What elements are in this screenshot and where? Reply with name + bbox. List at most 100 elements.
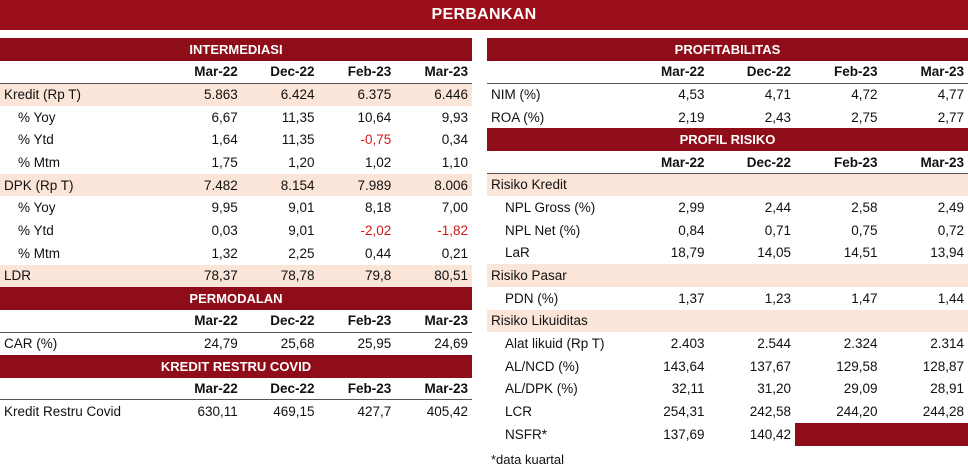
table-row: % Yoy 6,67 11,35 10,64 9,93: [0, 106, 472, 129]
cell-value: 1,47: [851, 290, 878, 306]
cell-value: 31,20: [757, 381, 791, 397]
unavailable-block: [795, 422, 968, 446]
row-label: % Mtm: [18, 154, 60, 170]
cell-value: 0,03: [211, 222, 238, 238]
row-label: NSFR*: [505, 426, 548, 442]
cell-value: 2.324: [843, 336, 878, 352]
cell-value: 6,67: [211, 109, 238, 125]
cell-value: 80,51: [395, 264, 472, 288]
cell-value: 0,21: [441, 245, 468, 261]
cell-value: 1,75: [211, 154, 238, 170]
period-header: Mar-23: [395, 377, 472, 401]
cell-value: 9,95: [211, 200, 238, 216]
cell-value: 14,51: [843, 245, 878, 261]
cell-value: 137,69: [663, 426, 705, 442]
table-row: ROA (%) 2,19 2,43 2,75 2,77: [487, 106, 968, 129]
cell-value: 5.863: [165, 83, 242, 106]
cell-value: 244,20: [836, 404, 878, 420]
row-label: AL/NCD (%): [505, 358, 580, 374]
cell-value: 405,42: [426, 403, 468, 419]
cell-value: 129,58: [836, 358, 878, 374]
table-row: AL/DPK (%) 32,11 31,20 29,09 28,91: [487, 378, 968, 401]
cell-value: 2.314: [930, 336, 964, 352]
period-header: Mar-22: [165, 310, 242, 333]
period-header: Mar-23: [881, 151, 968, 174]
row-label: % Yoy: [18, 109, 56, 125]
cell-value: 7.989: [318, 173, 396, 197]
kredit-restru-table: Mar-22 Dec-22 Feb-23 Mar-23 Kredit Restr…: [0, 377, 472, 423]
cell-value: 79,8: [318, 264, 396, 288]
cell-value: 2,44: [764, 199, 791, 215]
cell-value: 2,99: [678, 199, 705, 215]
cell-value: 242,58: [749, 404, 791, 420]
cell-value-negative: -1,82: [437, 222, 468, 238]
profil-risiko-header: PROFIL RISIKO: [487, 128, 968, 152]
table-row: AL/NCD (%) 143,64 137,67 129,58 128,87: [487, 355, 968, 378]
group-row: Risiko Kredit: [487, 173, 968, 197]
period-header: Mar-22: [165, 61, 242, 84]
cell-value: 6.446: [395, 83, 472, 106]
table-row: % Mtm 1,75 1,20 1,02 1,10: [0, 151, 472, 174]
cell-value: 8.006: [395, 173, 472, 197]
cell-value-negative: -0,75: [360, 132, 392, 148]
cell-value: 1,64: [211, 132, 238, 148]
cell-value: 9,01: [288, 200, 315, 216]
cell-value: 4,72: [851, 87, 878, 103]
cell-value: 32,11: [671, 381, 705, 397]
cell-value: 6.424: [241, 83, 319, 106]
cell-value: 18,79: [670, 245, 705, 261]
footnote: *data kuartal: [491, 452, 564, 467]
row-label: % Ytd: [18, 222, 54, 238]
cell-value: 469,15: [273, 403, 315, 419]
cell-value: 254,31: [663, 404, 705, 420]
table-row: NSFR* 137,69 140,42: [487, 422, 968, 446]
period-header: Dec-22: [241, 310, 319, 333]
row-label: Kredit Restru Covid: [4, 403, 122, 419]
cell-value: 1,23: [764, 290, 791, 306]
group-label: Risiko Pasar: [487, 264, 968, 287]
period-header: Mar-22: [622, 151, 709, 174]
cell-value: 1,44: [937, 290, 964, 306]
cell-value: 7,00: [441, 200, 468, 216]
row-label: NPL Gross (%): [505, 199, 596, 215]
period-header: Dec-22: [708, 61, 795, 84]
cell-value: 0,71: [764, 222, 791, 238]
left-panel: INTERMEDIASI Mar-22 Dec-22 Feb-23 Mar-23…: [0, 38, 472, 423]
page-title: PERBANKAN: [0, 0, 968, 30]
cell-value: 0,34: [441, 132, 468, 148]
cell-value: 2,25: [288, 245, 315, 261]
table-row: CAR (%) 24,79 25,68 25,95 24,69: [0, 332, 472, 355]
row-label: % Mtm: [18, 245, 60, 261]
table-row: NIM (%) 4,53 4,71 4,72 4,77: [487, 83, 968, 106]
period-header-row: Mar-22 Dec-22 Feb-23 Mar-23: [487, 61, 968, 84]
cell-value: 2.544: [757, 336, 791, 352]
cell-value: 143,64: [663, 358, 705, 374]
period-header-row: Mar-22 Dec-22 Feb-23 Mar-23: [0, 377, 472, 401]
period-header-row: Mar-22 Dec-22 Feb-23 Mar-23: [0, 310, 472, 333]
cell-value: 0,44: [364, 245, 392, 261]
cell-value: 11,35: [281, 109, 315, 125]
cell-value: 2.403: [670, 336, 705, 352]
period-header: Mar-22: [165, 377, 242, 401]
period-header: Feb-23: [318, 61, 396, 84]
period-header-row: Mar-22 Dec-22 Feb-23 Mar-23: [0, 61, 472, 84]
permodalan-table: Mar-22 Dec-22 Feb-23 Mar-23 CAR (%) 24,7…: [0, 310, 472, 355]
cell-value: 4,77: [937, 87, 964, 103]
row-label: LDR: [0, 264, 165, 288]
table-row: % Ytd 0,03 9,01 -2,02 -1,82: [0, 219, 472, 242]
row-label: % Yoy: [18, 200, 56, 216]
period-header: Dec-22: [241, 377, 319, 401]
period-header: Mar-23: [395, 61, 472, 84]
period-header: Mar-22: [622, 61, 709, 84]
cell-value: 10,64: [357, 109, 392, 125]
table-row: LDR 78,37 78,78 79,8 80,51: [0, 264, 472, 288]
row-label: PDN (%): [505, 290, 559, 306]
cell-value: 6.375: [318, 83, 396, 106]
kredit-restru-header: KREDIT RESTRU COVID: [0, 354, 472, 378]
cell-value: 13,94: [930, 245, 964, 261]
cell-value: 1,20: [288, 154, 315, 170]
table-row: NPL Gross (%) 2,99 2,44 2,58 2,49: [487, 196, 968, 219]
cell-value: 7.482: [165, 173, 242, 197]
row-label: AL/DPK (%): [505, 381, 578, 397]
period-header: Feb-23: [795, 151, 882, 174]
